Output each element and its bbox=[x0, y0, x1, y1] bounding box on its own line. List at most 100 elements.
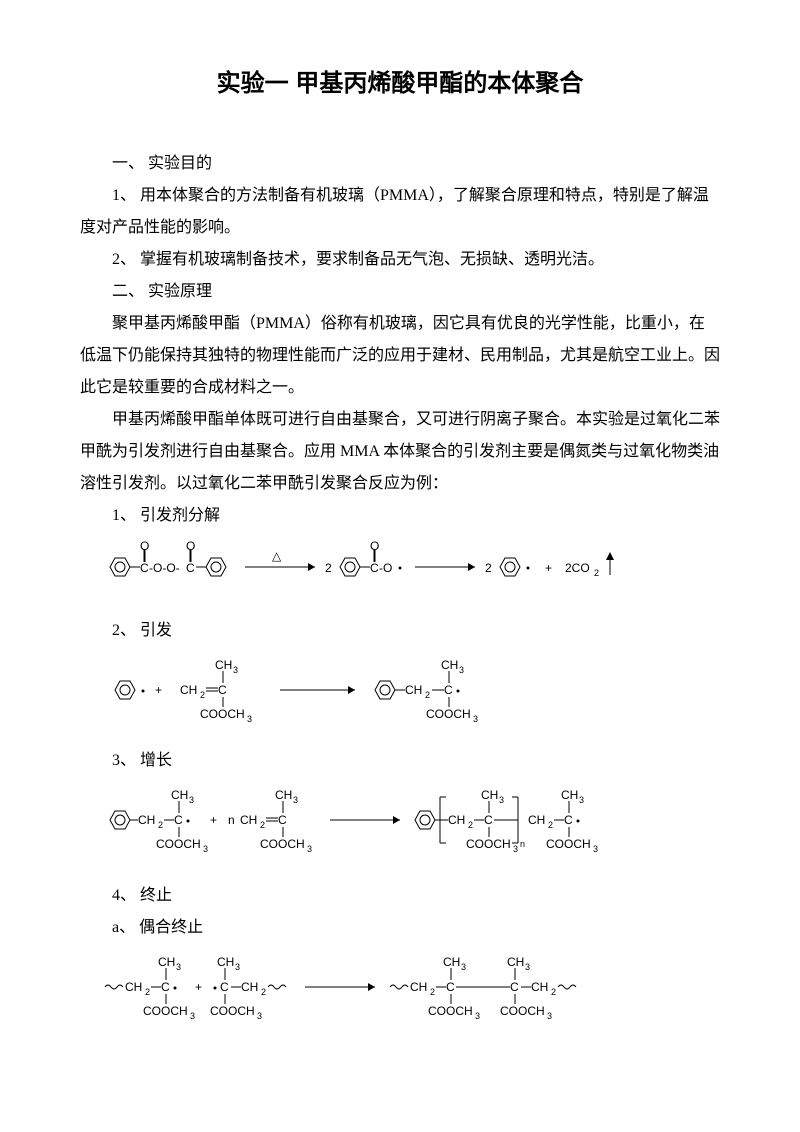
diagram-propagation: CH 2 C CH 3 COOCH 3 + n CH 2 C CH 3 COOC… bbox=[100, 785, 720, 872]
svg-text:COOCH: COOCH bbox=[210, 1004, 255, 1018]
svg-text:3: 3 bbox=[176, 962, 181, 972]
svg-text:2: 2 bbox=[485, 561, 492, 575]
svg-text:C: C bbox=[140, 561, 149, 575]
svg-text:C: C bbox=[564, 813, 573, 827]
svg-text:2: 2 bbox=[200, 690, 205, 700]
svg-text:COOCH: COOCH bbox=[200, 707, 245, 721]
svg-text:CH: CH bbox=[561, 788, 578, 802]
step2-label: 2、 引发 bbox=[80, 615, 720, 647]
svg-text:C: C bbox=[186, 561, 195, 575]
svg-text:2: 2 bbox=[260, 820, 265, 830]
svg-text:CH: CH bbox=[441, 658, 458, 672]
svg-text:2: 2 bbox=[551, 987, 556, 997]
svg-text:3: 3 bbox=[459, 665, 464, 675]
svg-text:CH: CH bbox=[215, 658, 232, 672]
svg-text:COOCH: COOCH bbox=[143, 1004, 188, 1018]
svg-text:3: 3 bbox=[257, 1011, 262, 1021]
svg-text:3: 3 bbox=[525, 962, 530, 972]
svg-text:2: 2 bbox=[468, 820, 473, 830]
svg-text:2: 2 bbox=[325, 561, 332, 575]
svg-text:3: 3 bbox=[233, 665, 238, 675]
svg-text:C: C bbox=[484, 813, 493, 827]
svg-text:COOCH: COOCH bbox=[426, 707, 471, 721]
svg-text:CH: CH bbox=[275, 788, 292, 802]
svg-text:COOCH: COOCH bbox=[428, 1004, 473, 1018]
svg-text:COOCH: COOCH bbox=[546, 837, 591, 851]
step1-label: 1、 引发剂分解 bbox=[80, 500, 720, 532]
svg-text:n: n bbox=[520, 839, 525, 849]
svg-text:3: 3 bbox=[461, 962, 466, 972]
svg-text:-O-O-: -O-O- bbox=[149, 561, 180, 575]
svg-text:+: + bbox=[195, 980, 202, 994]
svg-text:C: C bbox=[510, 980, 519, 994]
svg-text:O: O bbox=[140, 540, 149, 553]
svg-text:CH: CH bbox=[410, 980, 427, 994]
svg-text:CH: CH bbox=[138, 813, 155, 827]
svg-text:2: 2 bbox=[145, 987, 150, 997]
diagram-coupling-termination: CH 2 C CH 3 COOCH 3 + C CH 3 COOCH 3 CH … bbox=[100, 952, 720, 1039]
svg-text:2: 2 bbox=[594, 568, 599, 578]
step3-label: 3、 增长 bbox=[80, 745, 720, 777]
svg-text:3: 3 bbox=[190, 1011, 195, 1021]
svg-text:n: n bbox=[228, 813, 235, 827]
svg-text:CH: CH bbox=[531, 980, 548, 994]
svg-text:3: 3 bbox=[579, 795, 584, 805]
svg-text:2: 2 bbox=[430, 987, 435, 997]
svg-text:3: 3 bbox=[189, 795, 194, 805]
step4-label: 4、 终止 bbox=[80, 880, 720, 912]
section2-p2: 甲基丙烯酸甲酯单体既可进行自由基聚合，又可进行阴离子聚合。本实验是过氧化二苯甲酰… bbox=[80, 404, 720, 500]
diagram-initiation: + CH 2 C CH 3 COOCH 3 CH 2 C CH 3 COOCH … bbox=[100, 655, 720, 737]
svg-text:C: C bbox=[370, 561, 379, 575]
svg-text:C: C bbox=[174, 813, 183, 827]
svg-text:2: 2 bbox=[548, 820, 553, 830]
svg-text:CH: CH bbox=[171, 788, 188, 802]
svg-text:C: C bbox=[446, 980, 455, 994]
svg-text:C: C bbox=[278, 813, 287, 827]
svg-text:CH: CH bbox=[405, 683, 422, 697]
svg-text:2: 2 bbox=[158, 820, 163, 830]
svg-text:CH: CH bbox=[507, 955, 524, 969]
svg-text:2: 2 bbox=[261, 987, 266, 997]
svg-text:3: 3 bbox=[293, 795, 298, 805]
svg-text:CH: CH bbox=[443, 955, 460, 969]
diagram-initiator-decomposition: C O -O-O- C O △ 2 C O -O 2 + 2CO 2 bbox=[100, 540, 720, 607]
svg-text:C: C bbox=[218, 683, 227, 697]
svg-text:+: + bbox=[210, 813, 217, 827]
section2-heading: 二、 实验原理 bbox=[80, 276, 720, 308]
svg-text:COOCH: COOCH bbox=[466, 837, 511, 851]
svg-text:CH: CH bbox=[448, 813, 465, 827]
svg-text:CH: CH bbox=[240, 813, 257, 827]
svg-text:C: C bbox=[161, 980, 170, 994]
svg-text:2CO: 2CO bbox=[565, 561, 590, 575]
step4a-label: a、 偶合终止 bbox=[80, 912, 720, 944]
svg-text:3: 3 bbox=[235, 962, 240, 972]
section1-p2: 2、 掌握有机玻璃制备技术，要求制备品无气泡、无损缺、透明光洁。 bbox=[80, 244, 720, 276]
section1-heading: 一、 实验目的 bbox=[80, 148, 720, 180]
svg-text:△: △ bbox=[272, 549, 282, 563]
svg-text:C: C bbox=[444, 683, 453, 697]
svg-text:COOCH: COOCH bbox=[500, 1004, 545, 1018]
svg-text:3: 3 bbox=[547, 1011, 552, 1021]
svg-text:3: 3 bbox=[593, 844, 598, 854]
svg-text:2: 2 bbox=[425, 690, 430, 700]
section2-p1: 聚甲基丙烯酸甲酯（PMMA）俗称有机玻璃，因它具有优良的光学性能，比重小，在低温… bbox=[80, 308, 720, 404]
svg-text:CH: CH bbox=[180, 683, 197, 697]
svg-text:O: O bbox=[370, 540, 379, 553]
svg-text:CH: CH bbox=[217, 955, 234, 969]
svg-text:3: 3 bbox=[513, 844, 518, 854]
page-title: 实验一 甲基丙烯酸甲酯的本体聚合 bbox=[80, 60, 720, 108]
svg-text:3: 3 bbox=[475, 1011, 480, 1021]
svg-text:CH: CH bbox=[241, 980, 258, 994]
svg-text:C: C bbox=[220, 980, 229, 994]
svg-text:3: 3 bbox=[247, 714, 252, 724]
svg-text:CH: CH bbox=[481, 788, 498, 802]
svg-text:+: + bbox=[155, 683, 162, 697]
svg-text:O: O bbox=[186, 540, 195, 553]
svg-text:CH: CH bbox=[528, 813, 545, 827]
svg-text:COOCH: COOCH bbox=[156, 837, 201, 851]
svg-text:3: 3 bbox=[499, 795, 504, 805]
section1-p1: 1、 用本体聚合的方法制备有机玻璃（PMMA），了解聚合原理和特点，特别是了解温… bbox=[80, 180, 720, 244]
svg-text:CH: CH bbox=[158, 955, 175, 969]
svg-text:CH: CH bbox=[125, 980, 142, 994]
svg-text:COOCH: COOCH bbox=[260, 837, 305, 851]
